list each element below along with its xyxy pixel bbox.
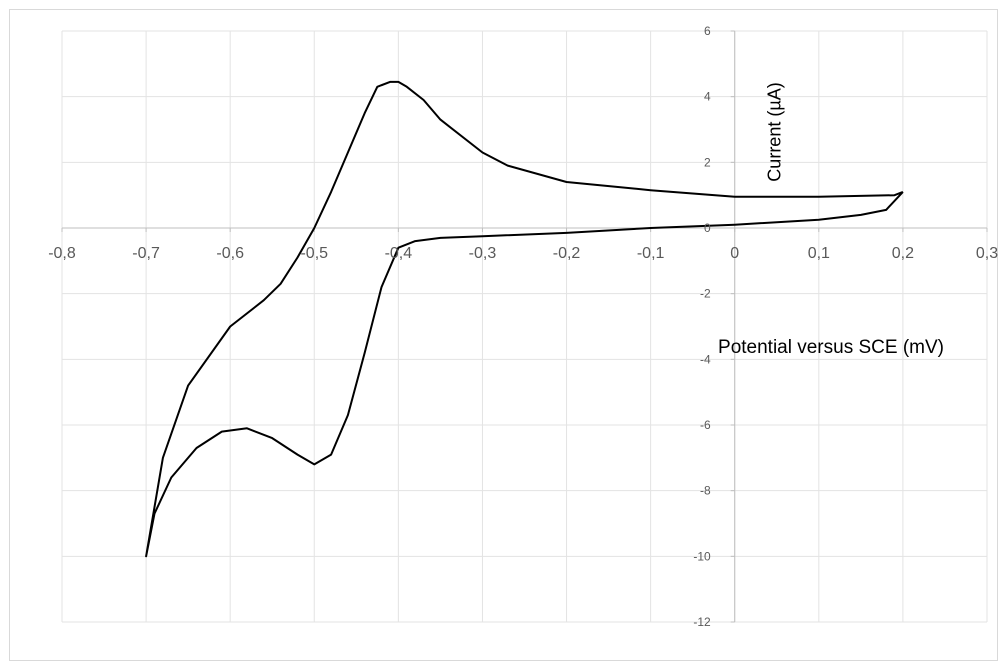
y-tick-label: -12 — [693, 615, 711, 629]
x-tick-label: -0,1 — [637, 245, 665, 262]
x-tick-label: 0,1 — [808, 245, 830, 262]
y-tick-label: 0 — [704, 221, 711, 235]
x-tick-label: 0,2 — [892, 245, 914, 262]
x-tick-label: -0,5 — [300, 245, 328, 262]
y-tick-label: 4 — [704, 90, 711, 104]
chart-plot: -0,8 -0,7 -0,6 -0,5 -0,4 -0,3 -0,2 -0,1 0 0,1 0,2 0… — [48, 24, 998, 629]
y-tick-label: 6 — [704, 24, 711, 38]
series-line-0 — [145, 80, 904, 558]
x-tick-label: -0,8 — [48, 245, 76, 262]
chart-area: -0,8 -0,7 -0,6 -0,5 -0,4 -0,3 -0,2 -0,1 0 0,1 0,2 0… — [9, 9, 998, 661]
x-tick-label: -0,2 — [553, 245, 581, 262]
y-tick-label: -10 — [693, 549, 711, 563]
x-tick-label: -0,6 — [216, 245, 244, 262]
x-axis-title: Potential versus SCE (mV) — [718, 337, 944, 358]
y-tick-label: 2 — [704, 155, 711, 169]
x-tick-label: -0,7 — [132, 245, 160, 262]
y-tick-label: -2 — [700, 287, 711, 301]
y-tick-label: -6 — [700, 418, 711, 432]
y-tick-label: -4 — [700, 352, 711, 366]
x-tick-label: -0,4 — [385, 245, 413, 262]
x-tick-label: 0 — [730, 245, 739, 262]
y-axis-title: Current (µA) — [765, 82, 785, 181]
y-tick-label: -8 — [700, 484, 711, 498]
x-tick-label: 0,3 — [976, 245, 998, 262]
x-tick-label: -0,3 — [469, 245, 497, 262]
